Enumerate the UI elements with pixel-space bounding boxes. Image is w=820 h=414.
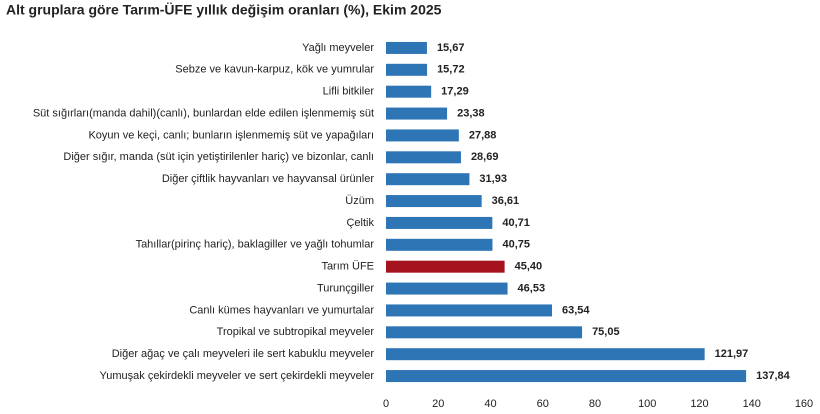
y-tick-label: Diğer çiftlik hayvanları ve hayvansal ür… <box>162 173 374 185</box>
y-tick-label: Canlı kümes hayvanları ve yumurtalar <box>189 304 374 316</box>
y-tick-label: Tropikal ve subtropikal meyveler <box>217 326 375 338</box>
chart-title: Alt gruplara göre Tarım-ÜFE yıllık değiş… <box>6 2 442 18</box>
x-tick-label: 60 <box>537 398 549 410</box>
bar <box>386 216 493 229</box>
bar <box>386 370 747 383</box>
bar <box>386 151 461 164</box>
y-tick-label: Lifli bitkiler <box>323 86 375 98</box>
value-label: 75,05 <box>592 326 620 338</box>
bar <box>386 195 482 208</box>
value-label: 40,71 <box>502 217 530 229</box>
value-label: 31,93 <box>479 173 507 185</box>
y-tick-label: Üzüm <box>345 195 374 207</box>
bar <box>386 326 583 339</box>
bar <box>386 282 508 295</box>
value-label: 17,29 <box>441 86 469 98</box>
y-tick-label: Diğer ağaç ve çalı meyveleri ile sert ka… <box>112 348 375 360</box>
x-tick-label: 0 <box>383 398 389 410</box>
value-label: 15,67 <box>437 42 465 54</box>
value-label: 137,84 <box>756 370 791 382</box>
y-tick-label: Tarım ÜFE <box>321 261 374 273</box>
x-tick-label: 140 <box>743 398 761 410</box>
bar <box>386 173 470 186</box>
bar <box>386 107 448 120</box>
bar <box>386 129 459 142</box>
value-label: 46,53 <box>518 282 546 294</box>
y-tick-label: Tahıllar(pirinç hariç), baklagiller ve y… <box>136 239 375 251</box>
y-tick-label: Sebze ve kavun-karpuz, kök ve yumrular <box>175 64 374 76</box>
value-label: 45,40 <box>515 261 543 273</box>
bar <box>386 41 427 54</box>
x-tick-label: 80 <box>589 398 601 410</box>
value-label: 23,38 <box>457 107 485 119</box>
x-tick-label: 40 <box>484 398 496 410</box>
value-label: 27,88 <box>469 129 497 141</box>
value-label: 63,54 <box>562 304 590 316</box>
value-label: 121,97 <box>715 348 749 360</box>
y-tick-label: Koyun ve keçi, canlı; bunların işlenmemi… <box>88 129 374 141</box>
bar <box>386 304 552 317</box>
x-tick-label: 160 <box>795 398 813 410</box>
y-tick-label: Süt sığırları(manda dahil)(canlı), bunla… <box>33 107 374 119</box>
bar <box>386 238 493 251</box>
value-label: 40,75 <box>502 239 530 251</box>
y-tick-label: Çeltik <box>346 217 374 229</box>
bar <box>386 85 432 98</box>
y-tick-label: Yağlı meyveler <box>302 42 374 54</box>
y-tick-label: Yumuşak çekirdekli meyveler ve sert çeki… <box>100 370 375 382</box>
bar <box>386 63 428 76</box>
value-label: 36,61 <box>492 195 520 207</box>
value-label: 15,72 <box>437 64 465 76</box>
x-tick-label: 100 <box>638 398 656 410</box>
bar <box>386 260 505 273</box>
x-tick-label: 20 <box>432 398 444 410</box>
x-tick-label: 120 <box>690 398 708 410</box>
y-tick-label: Turunçgiller <box>317 282 374 294</box>
value-label: 28,69 <box>471 151 499 163</box>
bar <box>386 348 705 361</box>
y-tick-label: Diğer sığır, manda (süt için yetiştirile… <box>63 151 374 163</box>
